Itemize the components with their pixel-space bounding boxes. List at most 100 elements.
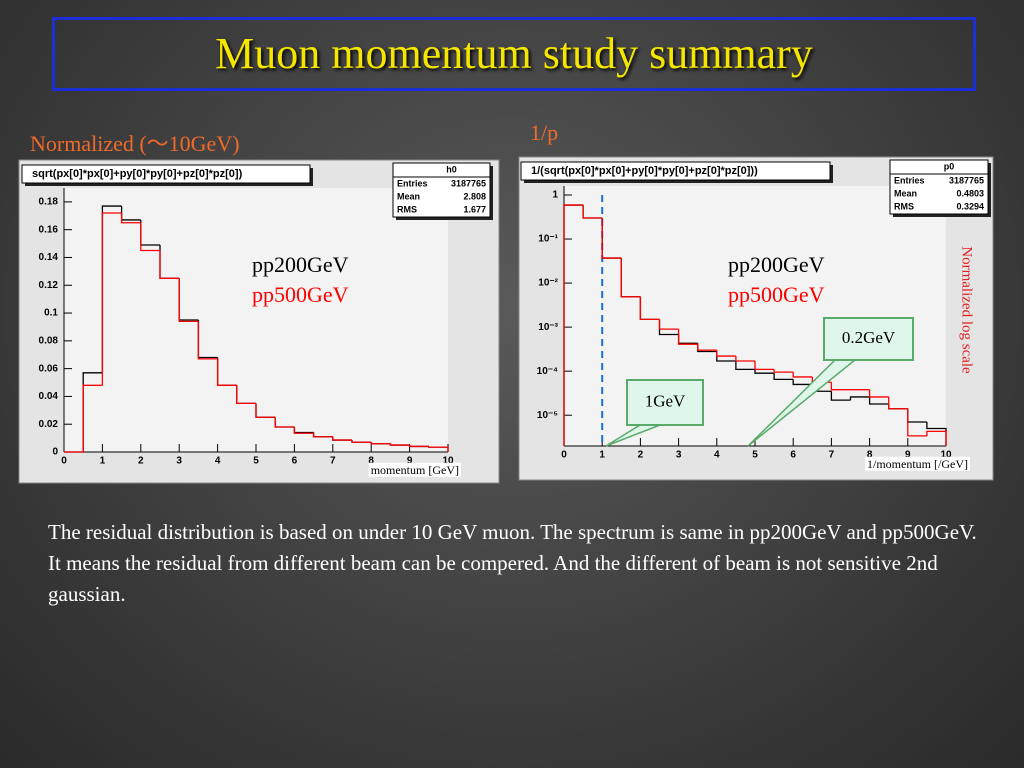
x-tick-label: 6 bbox=[790, 450, 796, 461]
stats-box bbox=[392, 162, 491, 218]
histogram-bin bbox=[773, 369, 794, 373]
legend-entry: pp200GeV bbox=[728, 252, 825, 277]
x-axis-label-bg bbox=[368, 462, 462, 477]
histogram-bin bbox=[197, 321, 218, 360]
x-tick-label: 3 bbox=[176, 456, 182, 467]
stats-name: p0 bbox=[944, 161, 955, 171]
histogram-bin bbox=[639, 296, 660, 321]
histogram-bin bbox=[888, 396, 908, 410]
histogram-bin bbox=[907, 408, 927, 437]
x-tick-label: 7 bbox=[330, 456, 336, 467]
x-tick-label: 2 bbox=[138, 456, 144, 467]
stats-value: 0.3294 bbox=[956, 201, 984, 211]
histogram-bin bbox=[868, 396, 889, 405]
y-tick-label: 10⁻² bbox=[538, 278, 558, 289]
histogram-bin bbox=[389, 443, 410, 446]
stats-name: h0 bbox=[446, 164, 457, 174]
histogram-bin bbox=[274, 417, 295, 428]
y-tick-label: 10⁻⁵ bbox=[537, 410, 558, 421]
legend-entry: pp500GeV bbox=[728, 282, 825, 307]
x-tick-label: 4 bbox=[215, 456, 221, 467]
stats-label: RMS bbox=[397, 204, 417, 214]
stats-value: 3187765 bbox=[949, 175, 984, 185]
y-tick-label: 0.16 bbox=[39, 224, 59, 235]
histogram-bin bbox=[370, 442, 391, 445]
y-tick-label: 0.14 bbox=[39, 252, 59, 263]
y-tick-label: 0.02 bbox=[39, 419, 59, 430]
y-tick-label: 0.18 bbox=[39, 197, 59, 208]
x-axis-label: 1/momentum [/GeV] bbox=[867, 457, 968, 471]
histogram-bin bbox=[82, 384, 103, 452]
x-tick-label: 8 bbox=[368, 456, 374, 467]
legend-entry: pp200GeV bbox=[252, 252, 349, 277]
histogram-bin bbox=[658, 319, 679, 330]
histogram-bin bbox=[236, 385, 256, 405]
histogram-bin bbox=[754, 361, 775, 370]
histogram-bin bbox=[101, 212, 122, 386]
x-tick-label: 3 bbox=[676, 450, 682, 461]
stats-box bbox=[889, 159, 989, 215]
histogram-bin bbox=[601, 218, 622, 259]
histogram-bin bbox=[120, 213, 141, 224]
body-text: The residual distribution is based on un… bbox=[48, 520, 977, 606]
hist-title-box bbox=[520, 161, 831, 181]
histogram-bin bbox=[428, 446, 449, 452]
slide-title: Muon momentum study summary bbox=[52, 17, 976, 91]
chart-label: 1/p bbox=[530, 120, 558, 145]
histogram-bin bbox=[716, 350, 736, 357]
histogram-bin bbox=[849, 396, 870, 401]
histogram-bin bbox=[868, 389, 889, 398]
hist-title-box bbox=[21, 164, 311, 184]
histogram-bin bbox=[792, 379, 813, 386]
x-tick-label: 1 bbox=[599, 450, 605, 461]
histogram-bin bbox=[582, 205, 603, 219]
histogram-bin bbox=[351, 440, 372, 443]
x-tick-label: 9 bbox=[905, 450, 911, 461]
stats-value: 0.4803 bbox=[956, 188, 984, 198]
x-tick-label: 10 bbox=[442, 456, 454, 467]
x-tick-label: 0 bbox=[61, 456, 67, 467]
histogram-bin bbox=[563, 204, 584, 446]
callout-text: 0.2GeV bbox=[842, 328, 896, 347]
y-tick-label: 10⁻⁴ bbox=[537, 366, 558, 377]
callout-text: 1GeV bbox=[645, 391, 686, 410]
x-tick-label: 0 bbox=[561, 450, 567, 461]
stats-label: Entries bbox=[397, 178, 428, 188]
x-tick-label: 4 bbox=[714, 450, 720, 461]
histogram-bin bbox=[159, 250, 180, 279]
histogram-bin bbox=[735, 356, 755, 362]
stats-label: RMS bbox=[894, 201, 914, 211]
chart-label: Normalized (～10GeV) bbox=[30, 131, 240, 156]
histogram-bin bbox=[830, 391, 851, 401]
side-label: Normalized log scale bbox=[959, 246, 975, 374]
histogram-bin bbox=[735, 361, 755, 370]
x-tick-label: 6 bbox=[292, 456, 298, 467]
histogram-bin bbox=[255, 403, 276, 418]
histogram-bin bbox=[754, 369, 775, 374]
x-tick-label: 2 bbox=[638, 450, 644, 461]
histogram-bin bbox=[140, 222, 160, 252]
x-tick-label: 1 bbox=[100, 456, 106, 467]
y-tick-label: 0.06 bbox=[39, 363, 59, 374]
y-tick-label: 10⁻¹ bbox=[538, 234, 558, 245]
x-tick-label: 7 bbox=[829, 450, 835, 461]
histogram-bin bbox=[216, 358, 237, 386]
stats-label: Mean bbox=[397, 191, 420, 201]
histogram-bin bbox=[312, 433, 333, 438]
charts: Normalized (～10GeV) 0 0.02 0.04 0.06 0.08 0.1 0… bbox=[18, 120, 994, 484]
y-tick-label: 1 bbox=[552, 190, 558, 201]
stats-label: Entries bbox=[894, 175, 925, 185]
legend-entry: pp500GeV bbox=[252, 282, 349, 307]
stats-value: 3187765 bbox=[451, 178, 486, 188]
x-tick-label: 8 bbox=[867, 450, 873, 461]
y-tick-label: 0.1 bbox=[44, 308, 58, 319]
histogram-bin bbox=[408, 445, 429, 448]
x-axis-label-bg bbox=[865, 456, 970, 471]
hist-title: 1/(sqrt(px[0]*px[0]+py[0]*py[0]+pz[0]*pz… bbox=[531, 165, 758, 177]
histogram-bin bbox=[792, 372, 813, 378]
histogram-bin bbox=[926, 430, 947, 446]
stats-value: 1.677 bbox=[463, 204, 486, 214]
histogram-bin bbox=[293, 426, 314, 434]
histogram-bin bbox=[332, 436, 352, 441]
